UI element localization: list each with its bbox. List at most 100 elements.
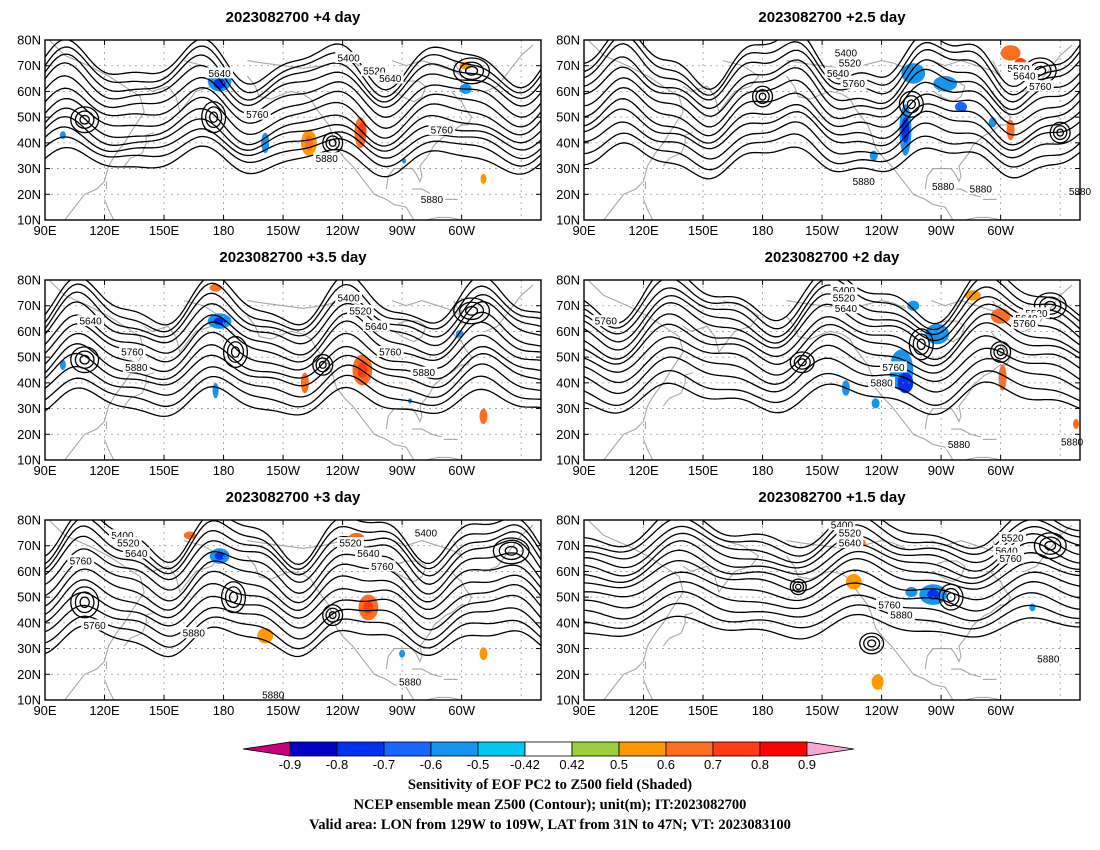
- contour-label: 5880: [890, 611, 913, 622]
- z500-contour: [584, 313, 1080, 360]
- coastline: [246, 75, 415, 220]
- closed-contour: [325, 607, 340, 623]
- closed-contour: [912, 333, 930, 356]
- lon-tick-label: 150E: [688, 703, 719, 718]
- closed-contour: [224, 586, 243, 609]
- colorbar-tick-label: 0.6: [657, 757, 675, 772]
- panel-2-5-day: 2023082700 +2.5 day 54005520564057605520…: [556, 9, 1094, 238]
- closed-contour: [459, 61, 485, 81]
- lon-tick-label: 90W: [389, 703, 416, 718]
- coastline: [246, 555, 415, 700]
- lon-tick-label: 150E: [149, 703, 180, 718]
- contour-label: 5640: [995, 546, 1018, 557]
- contour-label-bg: [360, 64, 388, 76]
- coastline: [924, 571, 1012, 670]
- colorbar-swatch: [759, 741, 808, 757]
- colorbar-tick-label: 0.42: [559, 757, 584, 772]
- lon-tick-label: 150E: [149, 223, 180, 238]
- colorbar-swatch: [618, 741, 667, 757]
- lon-tick-label: 90W: [389, 223, 416, 238]
- sensitivity-blob: [1000, 45, 1021, 61]
- lon-tick-label: 120E: [89, 223, 120, 238]
- z500-contour: [584, 280, 1080, 331]
- lat-tick-label: 40N: [17, 135, 41, 150]
- z500-contour: [45, 374, 541, 408]
- contour-label-bg: [1005, 62, 1032, 74]
- contour-label-bg: [355, 547, 382, 559]
- sensitivity-blob: [905, 586, 918, 598]
- closed-contour: [209, 111, 219, 123]
- contour-label: 5880: [183, 629, 206, 640]
- lat-tick-label: 30N: [17, 641, 41, 656]
- contour-label: 5640: [827, 69, 850, 80]
- lat-tick-label: 80N: [17, 33, 41, 48]
- contour-label-bg: [840, 77, 868, 89]
- closed-contour: [942, 587, 960, 607]
- colorbar-swatch: [430, 741, 479, 757]
- closed-contour: [990, 341, 1012, 363]
- lon-tick-label: 120W: [865, 463, 900, 478]
- contour-label: 5640: [839, 539, 862, 550]
- lon-tick-label: 150E: [688, 223, 719, 238]
- contour-label-bg: [824, 67, 852, 79]
- contour-label: 5640: [379, 74, 402, 85]
- z500-contour: [45, 625, 541, 658]
- lon-tick-label: 150W: [805, 463, 840, 478]
- lat-tick-label: 60N: [556, 84, 580, 99]
- z500-contour: [45, 291, 541, 338]
- colorbar-low-extension: [242, 741, 291, 757]
- coastline: [123, 132, 155, 167]
- contour-label-bg: [850, 175, 878, 187]
- z500-contour: [584, 581, 1080, 612]
- z500-contour: [584, 613, 1080, 640]
- lat-tick-label: 80N: [17, 513, 41, 528]
- lon-tick-label: 120E: [89, 463, 120, 478]
- contour-label: 5400: [831, 521, 854, 532]
- contour-label: 5880: [399, 678, 422, 689]
- lat-tick-label: 50N: [17, 590, 41, 605]
- z500-contour: [45, 87, 541, 129]
- lat-tick-label: 10N: [556, 213, 580, 228]
- lat-tick-label: 50N: [17, 110, 41, 125]
- z500-contour: [45, 568, 541, 611]
- contour-label: 5520: [1001, 534, 1024, 545]
- coastline: [587, 520, 684, 700]
- sensitivity-blob: [212, 382, 219, 399]
- panel-title: 2023082700 +2 day: [765, 249, 900, 266]
- contour-label-bg: [362, 320, 390, 332]
- lon-tick-label: 90W: [928, 463, 955, 478]
- closed-contour: [1056, 128, 1065, 137]
- z500-contour: [45, 40, 541, 91]
- closed-contour: [1049, 121, 1071, 144]
- colorbar-tick-label: -0.9: [279, 757, 301, 772]
- colorbar-swatch: [383, 741, 432, 757]
- closed-contour: [74, 110, 95, 129]
- contour-label-bg: [122, 361, 150, 373]
- contour-label: 5520: [833, 294, 856, 305]
- lat-tick-label: 40N: [17, 375, 41, 390]
- colorbar-tick-label: -0.42: [510, 757, 540, 772]
- colorbar-swatch: [712, 741, 761, 757]
- contour-label-bg: [118, 346, 146, 357]
- lon-tick-label: 150W: [805, 223, 840, 238]
- lat-tick-label: 60N: [17, 324, 41, 339]
- contour-label-bg: [428, 124, 456, 135]
- contour-label-bg: [1058, 436, 1086, 447]
- contour-label-bg: [347, 304, 374, 316]
- lat-tick-label: 40N: [556, 135, 580, 150]
- contour-label-bg: [1011, 317, 1038, 329]
- colorbar-swatch: [336, 741, 385, 757]
- lat-tick-label: 20N: [556, 667, 580, 682]
- z500-contour: [584, 557, 1080, 592]
- contour-label: 5880: [1037, 654, 1060, 665]
- contour-label: 5520: [349, 306, 372, 317]
- lon-tick-label: 180: [752, 463, 774, 478]
- lon-tick-label: 180: [752, 223, 774, 238]
- z500-contour: [584, 322, 1080, 367]
- closed-contour: [498, 541, 524, 561]
- contour-label: 5400: [337, 294, 360, 305]
- lat-tick-label: 30N: [556, 401, 580, 416]
